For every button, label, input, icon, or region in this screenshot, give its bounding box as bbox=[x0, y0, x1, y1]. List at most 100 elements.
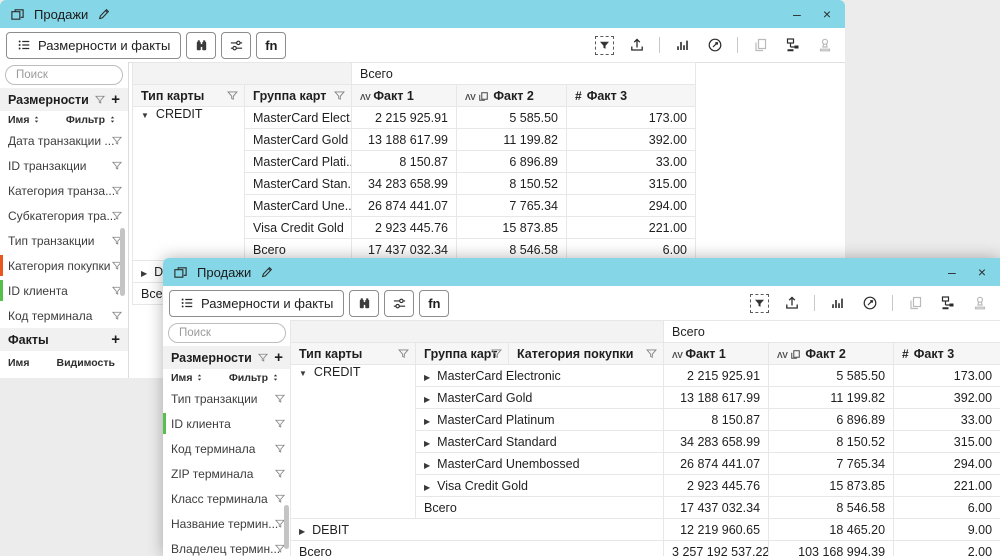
collapse-expander-icon[interactable]: ▼ bbox=[299, 369, 307, 378]
minimize-button[interactable]: – bbox=[948, 264, 956, 280]
filter-icon[interactable] bbox=[274, 468, 286, 480]
dimensions-facts-button[interactable]: Размерности и факты bbox=[169, 289, 345, 317]
column-header-purchase-category[interactable]: Категория покупки bbox=[507, 342, 665, 365]
filter-icon[interactable] bbox=[397, 347, 410, 360]
sidebar-item[interactable]: Тип транзакции bbox=[163, 386, 291, 411]
filter-icon[interactable] bbox=[94, 94, 106, 106]
chart-button[interactable] bbox=[828, 294, 847, 313]
filter-icon[interactable] bbox=[111, 160, 123, 172]
filter-icon[interactable] bbox=[274, 493, 286, 505]
search-input[interactable] bbox=[168, 323, 286, 343]
column-header-fact3[interactable]: # Факт 3 bbox=[566, 84, 696, 107]
column-header-fact1[interactable]: ΛV Факт 1 bbox=[351, 84, 457, 107]
settings-sliders-button[interactable] bbox=[384, 289, 415, 317]
settings-sliders-button[interactable] bbox=[221, 31, 252, 59]
expand-expander-icon[interactable]: ▶ bbox=[424, 438, 431, 448]
filter-icon[interactable] bbox=[111, 210, 123, 222]
sort-by-filter[interactable]: Фильтр bbox=[229, 372, 280, 384]
binoculars-button[interactable] bbox=[349, 289, 380, 317]
filter-icon[interactable] bbox=[111, 310, 123, 322]
titlebar[interactable]: Продажи – × bbox=[163, 258, 1000, 286]
filter-icon[interactable] bbox=[274, 418, 286, 430]
column-header-card-group[interactable]: Группа карт bbox=[244, 84, 352, 107]
filter-area-button[interactable] bbox=[595, 35, 614, 55]
expand-expander-icon[interactable]: ▶ bbox=[424, 416, 431, 426]
dimensions-facts-button[interactable]: Размерности и факты bbox=[6, 31, 182, 59]
hierarchy-button[interactable] bbox=[938, 294, 957, 313]
value-cell: 294.00 bbox=[566, 194, 696, 217]
expand-expander-icon[interactable]: ▶ bbox=[141, 268, 148, 278]
edit-title-icon[interactable] bbox=[260, 265, 274, 279]
add-fact-button[interactable]: + bbox=[111, 331, 120, 348]
group-name-cell[interactable]: ▶ Visa Credit Gold bbox=[414, 474, 665, 497]
sort-by-name[interactable]: Имя bbox=[171, 372, 204, 384]
titlebar[interactable]: Продажи – × bbox=[0, 0, 845, 28]
column-header-fact1[interactable]: ΛV Факт 1 bbox=[663, 342, 770, 365]
expand-expander-icon[interactable]: ▶ bbox=[424, 394, 431, 404]
filter-icon[interactable] bbox=[111, 135, 123, 147]
filter-icon[interactable] bbox=[257, 352, 269, 364]
close-button[interactable]: × bbox=[822, 6, 831, 22]
add-dimension-button[interactable]: + bbox=[274, 349, 283, 366]
group-name-cell[interactable]: ▶ MasterCard Platinum bbox=[414, 408, 665, 431]
minimize-button[interactable]: – bbox=[793, 6, 801, 22]
group-name-cell[interactable]: ▶ MasterCard Gold bbox=[414, 386, 665, 409]
formula-button[interactable]: fn bbox=[256, 31, 287, 59]
group-name-cell[interactable]: ▶ MasterCard Unembossed bbox=[414, 452, 665, 475]
column-header-fact3[interactable]: # Факт 3 bbox=[893, 342, 1000, 365]
sidebar-item[interactable]: ID транзакции bbox=[0, 153, 128, 178]
filter-icon[interactable] bbox=[274, 443, 286, 455]
expand-expander-icon[interactable]: ▶ bbox=[424, 372, 431, 382]
group-name-cell[interactable]: ▶ MasterCard Electronic bbox=[414, 364, 665, 387]
filter-icon[interactable] bbox=[226, 89, 239, 102]
sidebar-item[interactable]: ID клиента bbox=[0, 278, 128, 303]
edit-title-icon[interactable] bbox=[97, 7, 111, 21]
filter-icon[interactable] bbox=[490, 347, 503, 360]
gauge-button[interactable] bbox=[860, 294, 879, 313]
group-name-cell[interactable]: ▶ MasterCard Standard bbox=[414, 430, 665, 453]
column-header-fact2[interactable]: ΛV Факт 2 bbox=[768, 342, 895, 365]
group-cell-debit[interactable]: ▶DEBIT bbox=[289, 518, 665, 541]
sort-by-filter[interactable]: Фильтр bbox=[66, 114, 117, 126]
expand-expander-icon[interactable]: ▶ bbox=[424, 482, 431, 492]
formula-button[interactable]: fn bbox=[419, 289, 450, 317]
sidebar-scrollbar[interactable] bbox=[284, 505, 289, 549]
binoculars-button[interactable] bbox=[186, 31, 217, 59]
sidebar-item[interactable]: ID клиента bbox=[163, 411, 291, 436]
column-header-fact2[interactable]: ΛV Факт 2 bbox=[456, 84, 567, 107]
filter-icon[interactable] bbox=[111, 185, 123, 197]
close-button[interactable]: × bbox=[977, 264, 986, 280]
filter-icon[interactable] bbox=[333, 89, 346, 102]
expand-expander-icon[interactable]: ▶ bbox=[424, 460, 431, 470]
sidebar-scrollbar[interactable] bbox=[120, 228, 125, 296]
sidebar-item[interactable]: Владелец термин... bbox=[163, 536, 291, 556]
group-cell-credit[interactable]: ▼ CREDIT bbox=[290, 364, 416, 519]
hierarchy-button[interactable] bbox=[783, 36, 802, 55]
sidebar-item[interactable]: Субкатегория тра... bbox=[0, 203, 128, 228]
sidebar-item[interactable]: Код терминала bbox=[0, 303, 128, 328]
sidebar-item[interactable]: ZIP терминала bbox=[163, 461, 291, 486]
search-input[interactable] bbox=[5, 65, 123, 85]
filter-icon[interactable] bbox=[645, 347, 658, 360]
expand-expander-icon[interactable]: ▶ bbox=[299, 526, 306, 536]
export-button[interactable] bbox=[627, 36, 646, 55]
column-header-card-type[interactable]: Тип карты bbox=[290, 342, 416, 365]
group-cell-credit[interactable]: ▼ CREDIT bbox=[132, 106, 245, 261]
column-header-card-type[interactable]: Тип карты bbox=[132, 84, 245, 107]
sidebar-item[interactable]: Дата транзакции ... bbox=[0, 128, 128, 153]
add-dimension-button[interactable]: + bbox=[111, 91, 120, 108]
sidebar-item[interactable]: Класс терминала bbox=[163, 486, 291, 511]
filter-area-button[interactable] bbox=[750, 293, 769, 313]
sort-by-name[interactable]: Имя bbox=[8, 114, 41, 126]
sidebar-item[interactable]: Категория транза... bbox=[0, 178, 128, 203]
sidebar-item[interactable]: Тип транзакции bbox=[0, 228, 128, 253]
column-header-card-group[interactable]: Группа карт bbox=[415, 342, 509, 365]
export-button[interactable] bbox=[782, 294, 801, 313]
sidebar-item[interactable]: Код терминала bbox=[163, 436, 291, 461]
chart-button[interactable] bbox=[673, 36, 692, 55]
collapse-expander-icon[interactable]: ▼ bbox=[141, 111, 149, 120]
sidebar-item[interactable]: Категория покупки bbox=[0, 253, 128, 278]
sidebar-item[interactable]: Название термин... bbox=[163, 511, 291, 536]
gauge-button[interactable] bbox=[705, 36, 724, 55]
filter-icon[interactable] bbox=[274, 393, 286, 405]
